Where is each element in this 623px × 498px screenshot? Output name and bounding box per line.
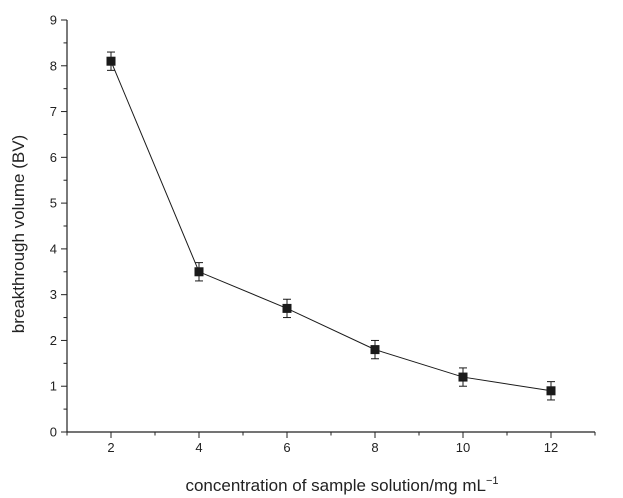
- y-tick-label: 9: [50, 13, 57, 28]
- y-tick-label: 8: [50, 58, 57, 73]
- x-tick-label: 10: [456, 440, 470, 455]
- x-tick-label: 12: [544, 440, 558, 455]
- x-tick-label: 8: [371, 440, 378, 455]
- data-point-square: [282, 303, 292, 313]
- series-line-path: [110, 61, 552, 392]
- x-axis-title: concentration of sample solution/mg mL−1: [185, 475, 498, 495]
- x-axis-ticks: 2 4 6 8 10 12: [66, 432, 596, 455]
- x-tick-label: 6: [283, 440, 290, 455]
- data-point-square: [194, 267, 204, 277]
- y-tick-label: 6: [50, 150, 57, 165]
- y-axis-title: breakthrough volume (BV): [9, 135, 28, 333]
- data-points: [106, 51, 556, 401]
- y-tick-label: 7: [50, 104, 57, 119]
- x-axis-title-main: concentration of sample solution/mg mL: [185, 476, 486, 495]
- data-point-square: [370, 345, 380, 355]
- data-point-square: [458, 372, 468, 382]
- y-tick-label: 3: [50, 287, 57, 302]
- data-point-square: [106, 56, 116, 66]
- x-axis-title-superscript: −1: [486, 475, 499, 487]
- axes: [66, 20, 595, 433]
- x-tick-label: 2: [107, 440, 114, 455]
- y-tick-label: 4: [50, 241, 57, 256]
- y-tick-label: 2: [50, 333, 57, 348]
- data-point-square: [546, 386, 556, 396]
- x-tick-label: 4: [195, 440, 202, 455]
- y-tick-label: 1: [50, 379, 57, 394]
- y-tick-label: 5: [50, 196, 57, 211]
- series-line: [110, 61, 552, 392]
- y-axis-ticks: 0 1 2 3 4 5 6 7 8 9: [50, 13, 67, 440]
- y-tick-label: 0: [50, 425, 57, 440]
